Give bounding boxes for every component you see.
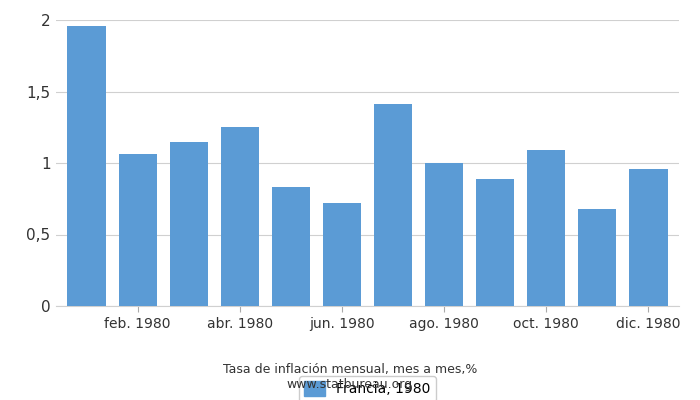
Bar [527,150,566,306]
Bar [578,209,617,306]
Bar [476,179,514,306]
Bar [220,127,259,306]
Bar [323,203,361,306]
Bar [374,104,412,306]
Bar [169,142,208,306]
Bar [118,154,157,306]
Bar [425,163,463,306]
Bar [272,187,310,306]
Text: www.statbureau.org: www.statbureau.org [287,378,413,391]
Legend: Francia, 1980: Francia, 1980 [299,376,436,400]
Text: Tasa de inflación mensual, mes a mes,%: Tasa de inflación mensual, mes a mes,% [223,364,477,376]
Bar [629,169,668,306]
Bar [67,26,106,306]
